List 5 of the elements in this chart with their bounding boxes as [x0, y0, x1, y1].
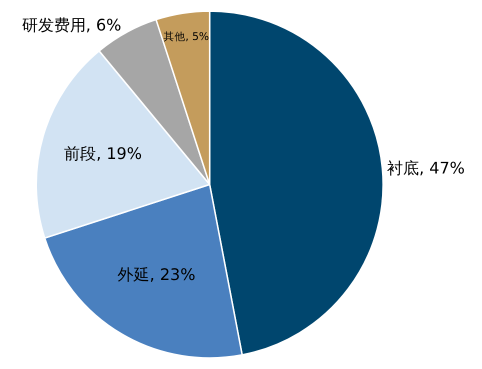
slice-label: 外延, 23%: [118, 264, 196, 284]
slice-label: 研发费用, 6%: [22, 16, 122, 35]
slice-label: 衬底, 47%: [387, 158, 465, 178]
slice-label: 前段, 19%: [64, 144, 142, 164]
slice-label: 其他, 5%: [163, 30, 210, 44]
